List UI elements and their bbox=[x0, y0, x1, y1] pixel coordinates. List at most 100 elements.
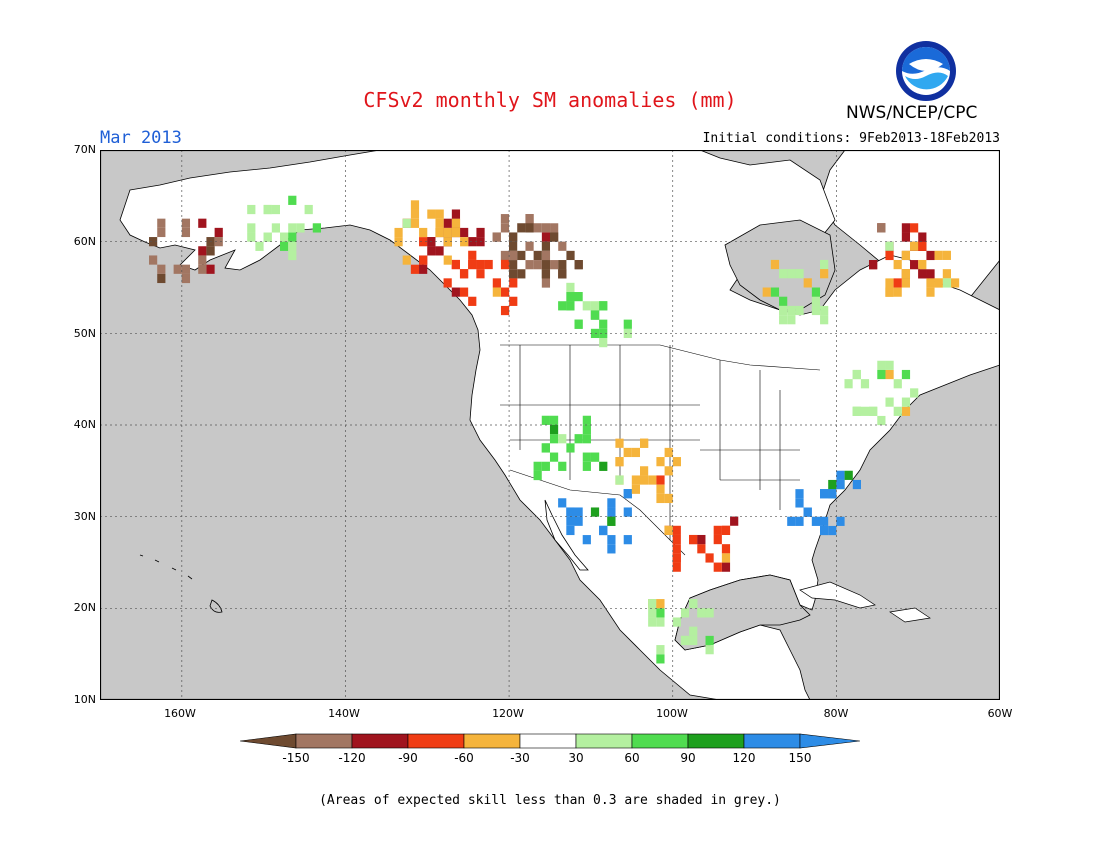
anomaly-cell bbox=[288, 223, 297, 233]
anomaly-cell bbox=[599, 328, 608, 339]
anomaly-cell bbox=[910, 388, 919, 398]
anomaly-cell bbox=[509, 250, 518, 261]
anomaly-cell bbox=[574, 292, 583, 302]
anomaly-cell bbox=[648, 599, 657, 609]
anomaly-cell bbox=[779, 269, 788, 279]
anomaly-cell bbox=[689, 534, 698, 545]
anomaly-cell bbox=[860, 379, 870, 389]
anomaly-cell bbox=[901, 397, 911, 407]
anomaly-cell bbox=[721, 525, 731, 535]
legend-label: -60 bbox=[454, 751, 474, 765]
anomaly-cell bbox=[852, 406, 861, 416]
anomaly-cell bbox=[476, 259, 485, 270]
anomaly-cell bbox=[574, 319, 583, 329]
anomaly-cell bbox=[206, 246, 215, 256]
anomaly-cell bbox=[623, 447, 632, 458]
anomaly-cell bbox=[492, 287, 501, 297]
anomaly-cell bbox=[893, 287, 902, 297]
anomaly-cell bbox=[599, 338, 608, 348]
anomaly-cell bbox=[247, 223, 256, 233]
anomaly-cell bbox=[811, 516, 820, 526]
anomaly-cell bbox=[550, 232, 559, 242]
anomaly-cell bbox=[280, 232, 289, 242]
anomaly-cell bbox=[550, 260, 559, 270]
anomaly-cell bbox=[672, 457, 681, 467]
anomaly-cell bbox=[648, 475, 657, 485]
gulf-of-mexico bbox=[674, 574, 811, 651]
anomaly-cell bbox=[419, 264, 428, 274]
anomaly-cell bbox=[672, 544, 681, 554]
legend-label: -120 bbox=[338, 751, 366, 765]
anomaly-cell bbox=[582, 461, 591, 471]
lat-label-10n: 10N bbox=[73, 693, 96, 706]
anomaly-cell bbox=[795, 305, 804, 316]
anomaly-cell bbox=[820, 525, 829, 536]
anomaly-cell bbox=[615, 475, 624, 485]
anomaly-cell bbox=[672, 525, 681, 535]
forecast-month: Mar 2013 bbox=[100, 128, 182, 148]
anomaly-cell bbox=[656, 493, 665, 504]
anomaly-cell bbox=[648, 608, 657, 618]
anomaly-cell bbox=[787, 269, 796, 279]
anomaly-cell bbox=[942, 269, 951, 279]
anomaly-cell bbox=[860, 406, 870, 416]
anomaly-cell bbox=[787, 305, 796, 316]
anomaly-cell bbox=[697, 534, 706, 545]
lat-label-60n: 60N bbox=[73, 235, 96, 248]
anomaly-cell bbox=[549, 434, 559, 444]
anomaly-cell bbox=[901, 406, 911, 416]
anomaly-cell bbox=[582, 452, 591, 462]
anomaly-cell bbox=[934, 250, 943, 260]
anomaly-cell bbox=[803, 278, 812, 288]
anomaly-cell bbox=[541, 443, 550, 453]
anomaly-cell bbox=[484, 259, 493, 270]
anomaly-cell bbox=[950, 278, 960, 288]
anomaly-cell bbox=[443, 237, 452, 247]
anomaly-cell bbox=[787, 315, 796, 325]
anomaly-cell bbox=[288, 250, 297, 261]
anomaly-cell bbox=[541, 241, 551, 251]
anomaly-cell bbox=[558, 260, 567, 270]
anomaly-cell bbox=[770, 259, 780, 270]
anomaly-cell bbox=[885, 360, 894, 370]
anomaly-cell bbox=[836, 470, 845, 480]
anomaly-cell bbox=[460, 237, 469, 247]
anomaly-cell bbox=[885, 278, 894, 288]
anomaly-cell bbox=[582, 424, 591, 435]
anomaly-cell bbox=[779, 315, 788, 325]
legend-swatch bbox=[743, 733, 801, 749]
anomaly-cell bbox=[672, 562, 681, 572]
anomaly-cell bbox=[631, 447, 640, 458]
anomaly-cell bbox=[697, 608, 706, 618]
anomaly-cell bbox=[672, 617, 681, 627]
anomaly-cell bbox=[525, 241, 534, 251]
anomaly-cell bbox=[525, 214, 534, 224]
anomaly-cell bbox=[828, 525, 837, 536]
anomaly-cell bbox=[918, 232, 927, 242]
anomaly-cell bbox=[410, 200, 420, 210]
anomaly-cell bbox=[811, 296, 821, 306]
anomaly-cell bbox=[926, 278, 935, 288]
legend-label: 30 bbox=[568, 751, 584, 765]
anomaly-cell bbox=[459, 287, 469, 297]
anomaly-cell bbox=[697, 544, 706, 554]
baja-california-land bbox=[544, 499, 589, 571]
anomaly-cell bbox=[558, 461, 567, 471]
anomaly-cell bbox=[779, 305, 788, 316]
anomaly-cell bbox=[402, 218, 411, 228]
anomaly-cell bbox=[721, 553, 731, 563]
anomaly-cell bbox=[157, 227, 166, 238]
anomaly-cell bbox=[656, 599, 665, 609]
anomaly-cell bbox=[901, 269, 910, 279]
anomaly-cell bbox=[762, 287, 771, 297]
anomaly-cell bbox=[680, 608, 690, 618]
anomaly-cell bbox=[910, 223, 919, 233]
legend-label: -30 bbox=[510, 751, 530, 765]
anomaly-cell bbox=[852, 369, 861, 380]
anomaly-cell bbox=[549, 424, 559, 435]
anomaly-cell bbox=[296, 223, 305, 233]
anomaly-cell bbox=[779, 296, 788, 306]
anomaly-cell bbox=[836, 479, 845, 490]
anomaly-cell bbox=[468, 259, 477, 270]
anomaly-cell bbox=[795, 269, 804, 279]
